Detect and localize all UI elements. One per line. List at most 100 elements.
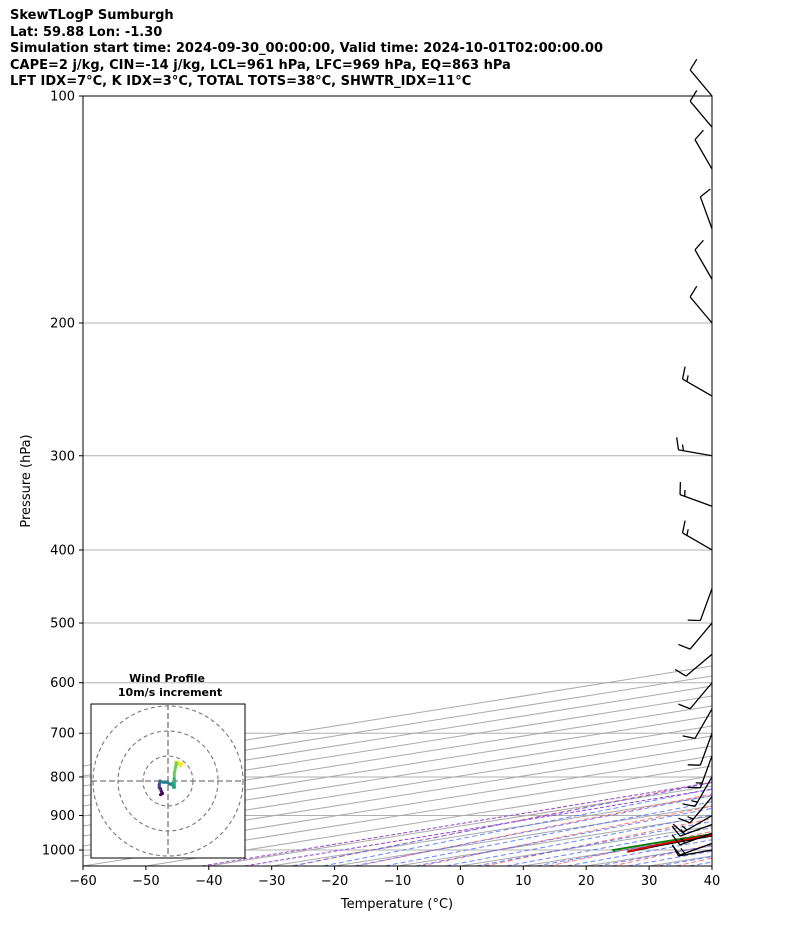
x-tick-label: −10 bbox=[384, 874, 411, 889]
moist-adiabat bbox=[476, 820, 712, 866]
dry-adiabat bbox=[611, 844, 712, 866]
dry-adiabat bbox=[675, 857, 712, 866]
chart-header: SkewTLogP Sumburgh Lat: 59.88 Lon: -1.30… bbox=[10, 8, 603, 91]
moist-adiabat bbox=[627, 850, 712, 866]
location-line: Lat: 59.88 Lon: -1.30 bbox=[10, 24, 163, 40]
wind-barb bbox=[689, 90, 713, 128]
wind-barb bbox=[687, 588, 713, 622]
isotherm-line bbox=[711, 865, 712, 866]
isotherm-line bbox=[83, 735, 712, 837]
wind-barb bbox=[671, 832, 713, 846]
y-tick-label: 900 bbox=[50, 809, 75, 824]
isotherm-line bbox=[83, 705, 712, 807]
hodograph-segment bbox=[172, 762, 178, 775]
x-tick-label: 10 bbox=[515, 874, 532, 889]
isotherm-line bbox=[523, 835, 712, 866]
isotherm-line bbox=[83, 695, 712, 797]
x-tick-label: −60 bbox=[69, 874, 96, 889]
axes: −60 −50 −40 −30 −20 −10 0 10 20 30 40 1000 900 800 700… bbox=[42, 90, 720, 890]
moist-adiabat bbox=[566, 839, 712, 866]
y-tick-label: 300 bbox=[50, 449, 75, 464]
y-tick-label: 700 bbox=[50, 727, 75, 742]
y-axis-label: Pressure (hPa) bbox=[19, 434, 34, 527]
wind-barb bbox=[689, 285, 713, 324]
x-axis-label: Temperature (°C) bbox=[340, 897, 453, 912]
x-tick-label: 20 bbox=[578, 874, 595, 889]
x-tick-label: 0 bbox=[456, 874, 464, 889]
moist-adiabat bbox=[658, 856, 712, 866]
isotherm-line bbox=[775, 96, 794, 866]
x-tick-label: −40 bbox=[195, 874, 222, 889]
y-tick-label: 800 bbox=[50, 770, 75, 785]
isotherm-line bbox=[83, 665, 712, 767]
wind-barb bbox=[681, 366, 713, 397]
y-tick-label: 1000 bbox=[42, 844, 75, 859]
wind-barb bbox=[681, 520, 713, 551]
isotherm-line bbox=[586, 845, 712, 866]
x-tick-label: 30 bbox=[641, 874, 658, 889]
wind-barb bbox=[687, 755, 713, 789]
hodograph-segment bbox=[159, 792, 164, 797]
moist-adiabat bbox=[536, 833, 712, 866]
dry-adiabat bbox=[484, 818, 712, 866]
y-tick-label: 600 bbox=[50, 676, 75, 691]
wind-barb bbox=[671, 842, 713, 856]
dry-adiabat bbox=[420, 805, 712, 866]
plot-grid bbox=[83, 96, 794, 866]
y-tick-label: 100 bbox=[50, 90, 75, 105]
isotherm-line bbox=[334, 805, 712, 866]
moist-adiabat bbox=[597, 845, 712, 866]
moist-adiabat bbox=[720, 96, 794, 866]
hodograph-inset: Wind Profile 10m/s increment bbox=[90, 672, 246, 859]
chart-title: SkewTLogP Sumburgh bbox=[10, 8, 174, 23]
moist-adiabat bbox=[354, 794, 712, 866]
sounding-lines bbox=[611, 833, 712, 853]
y-tick-label: 200 bbox=[50, 316, 75, 331]
wind-barb bbox=[679, 481, 713, 507]
isotherm-line bbox=[83, 725, 712, 827]
inset-title-line2: 10m/s increment bbox=[118, 686, 222, 699]
wind-barb bbox=[678, 622, 713, 650]
wind-barb bbox=[678, 796, 713, 824]
wind-barb bbox=[678, 682, 713, 710]
moist-adiabat bbox=[291, 782, 712, 866]
wind-barb bbox=[687, 733, 713, 766]
isotherm-line bbox=[397, 815, 712, 866]
isotherm-line bbox=[649, 855, 712, 866]
wind-barb bbox=[682, 776, 713, 808]
isotherm-line bbox=[83, 685, 712, 787]
isotherm-line bbox=[83, 675, 712, 777]
moist-adiabat bbox=[415, 807, 712, 866]
index-line: LFT IDX=7°C, K IDX=3°C, TOTAL TOTS=38°C,… bbox=[10, 74, 472, 89]
wind-barb bbox=[694, 129, 713, 170]
x-tick-label: −30 bbox=[258, 874, 285, 889]
moist-adiabat bbox=[384, 801, 712, 866]
y-tick-label: 400 bbox=[50, 543, 75, 558]
moist-adiabat bbox=[323, 788, 712, 866]
x-tick-label: −50 bbox=[132, 874, 159, 889]
wind-barb bbox=[674, 653, 713, 677]
wind-barbs bbox=[671, 58, 713, 857]
inset-title-line1: Wind Profile bbox=[129, 672, 205, 685]
x-tick-label: 40 bbox=[704, 874, 721, 889]
wind-barb bbox=[672, 814, 713, 834]
isotherm-line bbox=[460, 825, 712, 866]
dewpoint-line bbox=[611, 833, 712, 853]
moist-adiabat bbox=[506, 827, 712, 866]
mixing-ratio-line bbox=[201, 781, 712, 866]
wind-barb bbox=[682, 708, 713, 740]
dry-adiabat bbox=[548, 830, 712, 866]
cape-line: CAPE=2 j/kg, CIN=-14 j/kg, LCL=961 hPa, … bbox=[10, 57, 511, 73]
isotherm-line bbox=[83, 715, 712, 817]
wind-barb bbox=[689, 58, 713, 97]
time-line: Simulation start time: 2024-09-30_00:00:… bbox=[10, 41, 603, 56]
wind-barb bbox=[699, 188, 713, 229]
wind-barb bbox=[676, 437, 713, 457]
dry-adiabat bbox=[356, 793, 712, 866]
wind-barb bbox=[694, 239, 713, 280]
y-tick-label: 500 bbox=[50, 617, 75, 632]
isotherm-line bbox=[271, 795, 712, 866]
x-tick-label: −20 bbox=[321, 874, 348, 889]
dry-adiabat bbox=[740, 96, 794, 866]
